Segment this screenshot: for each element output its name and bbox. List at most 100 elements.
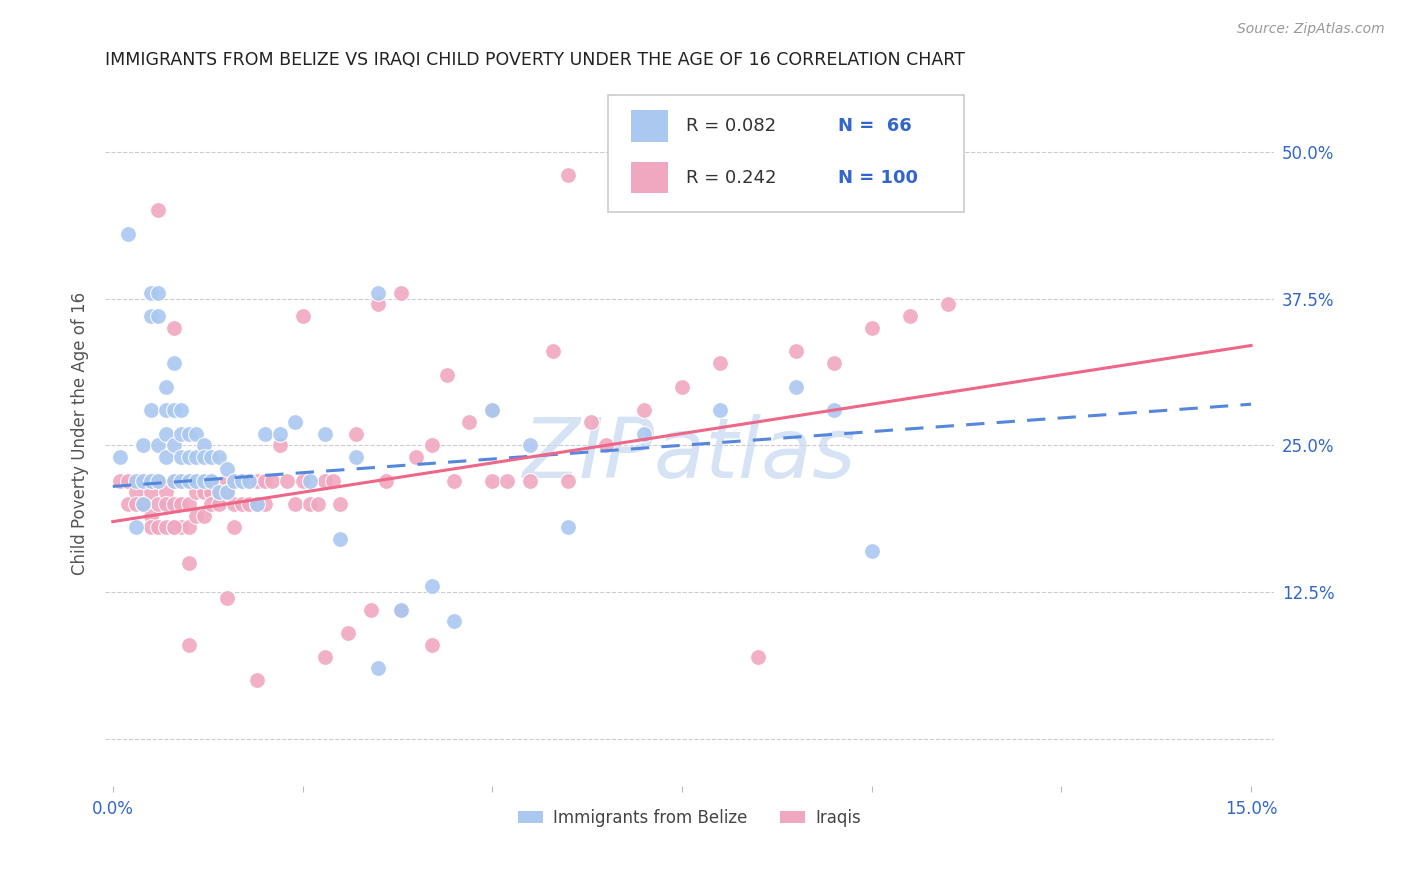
Point	[132, 438, 155, 452]
Point	[148, 520, 170, 534]
Point	[443, 474, 465, 488]
Point	[124, 474, 146, 488]
Point	[132, 474, 155, 488]
Point	[162, 497, 184, 511]
Point	[155, 403, 177, 417]
Point	[344, 426, 367, 441]
Point	[117, 497, 139, 511]
Point	[389, 285, 412, 300]
Point	[177, 520, 200, 534]
Point	[253, 474, 276, 488]
Point	[170, 474, 193, 488]
Point	[215, 485, 238, 500]
Point	[162, 356, 184, 370]
Point	[215, 462, 238, 476]
Point	[246, 673, 269, 687]
Point	[519, 474, 541, 488]
Point	[481, 474, 503, 488]
Point	[215, 485, 238, 500]
Point	[193, 474, 215, 488]
Point	[284, 415, 307, 429]
Point	[224, 474, 246, 488]
Text: IMMIGRANTS FROM BELIZE VS IRAQI CHILD POVERTY UNDER THE AGE OF 16 CORRELATION CH: IMMIGRANTS FROM BELIZE VS IRAQI CHILD PO…	[105, 51, 965, 69]
Point	[186, 474, 208, 488]
Point	[208, 450, 231, 464]
Point	[329, 497, 352, 511]
Point	[148, 203, 170, 218]
Point	[481, 403, 503, 417]
Point	[155, 497, 177, 511]
Point	[186, 450, 208, 464]
Point	[139, 474, 162, 488]
Point	[579, 415, 602, 429]
Point	[124, 497, 146, 511]
Point	[162, 474, 184, 488]
Point	[139, 285, 162, 300]
Point	[747, 649, 769, 664]
Point	[291, 474, 314, 488]
Point	[177, 426, 200, 441]
Point	[405, 450, 427, 464]
Point	[262, 474, 284, 488]
Point	[633, 426, 655, 441]
Point	[314, 649, 336, 664]
Point	[443, 615, 465, 629]
Point	[224, 497, 246, 511]
Point	[139, 474, 162, 488]
Point	[110, 474, 132, 488]
Text: N =  66: N = 66	[838, 117, 911, 136]
Point	[186, 508, 208, 523]
Point	[375, 474, 398, 488]
Point	[208, 485, 231, 500]
Point	[162, 520, 184, 534]
Point	[170, 450, 193, 464]
Point	[148, 474, 170, 488]
Point	[936, 297, 959, 311]
Point	[224, 474, 246, 488]
Text: Source: ZipAtlas.com: Source: ZipAtlas.com	[1237, 22, 1385, 37]
Point	[155, 426, 177, 441]
Point	[139, 508, 162, 523]
Point	[367, 285, 389, 300]
Point	[360, 602, 382, 616]
Point	[170, 497, 193, 511]
Point	[231, 474, 253, 488]
Point	[389, 602, 412, 616]
Point	[162, 474, 184, 488]
FancyBboxPatch shape	[607, 95, 965, 211]
Point	[238, 474, 260, 488]
Point	[177, 450, 200, 464]
Point	[389, 602, 412, 616]
Point	[253, 497, 276, 511]
Point	[436, 368, 458, 382]
Point	[177, 638, 200, 652]
Point	[671, 379, 693, 393]
Point	[337, 626, 360, 640]
Point	[284, 497, 307, 511]
Point	[633, 403, 655, 417]
Point	[132, 497, 155, 511]
Point	[139, 520, 162, 534]
Point	[709, 403, 731, 417]
Point	[246, 474, 269, 488]
Point	[420, 638, 443, 652]
Point	[269, 438, 291, 452]
Point	[224, 520, 246, 534]
Text: N = 100: N = 100	[838, 169, 918, 186]
Point	[557, 168, 579, 182]
Point	[177, 474, 200, 488]
Point	[215, 591, 238, 605]
Point	[269, 426, 291, 441]
Point	[200, 485, 222, 500]
Point	[299, 474, 322, 488]
Point	[253, 426, 276, 441]
Point	[785, 379, 807, 393]
Point	[155, 379, 177, 393]
Point	[299, 497, 322, 511]
Point	[177, 556, 200, 570]
Point	[139, 309, 162, 323]
Point	[557, 474, 579, 488]
Point	[148, 309, 170, 323]
Point	[186, 426, 208, 441]
Point	[193, 508, 215, 523]
